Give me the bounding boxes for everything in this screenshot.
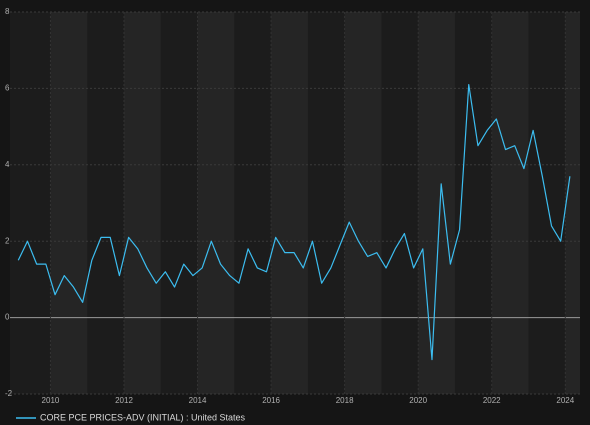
x-tick-label: 2012 <box>115 396 133 405</box>
y-tick-label: 8 <box>5 7 10 16</box>
band <box>344 12 382 394</box>
band <box>124 12 161 394</box>
x-tick-label: 2024 <box>556 396 574 405</box>
band <box>565 12 580 394</box>
x-tick-label: 2018 <box>336 396 354 405</box>
y-tick-label: -2 <box>5 389 13 398</box>
band <box>418 12 455 394</box>
bands <box>50 12 580 394</box>
band <box>491 12 529 394</box>
band <box>271 12 308 394</box>
x-tick-label: 2020 <box>409 396 427 405</box>
band <box>50 12 88 394</box>
x-tick-label: 2022 <box>483 396 501 405</box>
band <box>197 12 235 394</box>
y-tick-label: 0 <box>5 313 10 322</box>
x-tick-label: 2016 <box>262 396 280 405</box>
data-line <box>17 83 571 361</box>
y-tick-label: 6 <box>5 84 10 93</box>
y-tick-label: 4 <box>5 160 10 169</box>
y-tick-label: 2 <box>5 236 10 245</box>
x-tick-label: 2010 <box>42 396 60 405</box>
legend-label: CORE PCE PRICES-ADV (INITIAL) : United S… <box>40 412 246 422</box>
x-tick-label: 2014 <box>189 396 207 405</box>
